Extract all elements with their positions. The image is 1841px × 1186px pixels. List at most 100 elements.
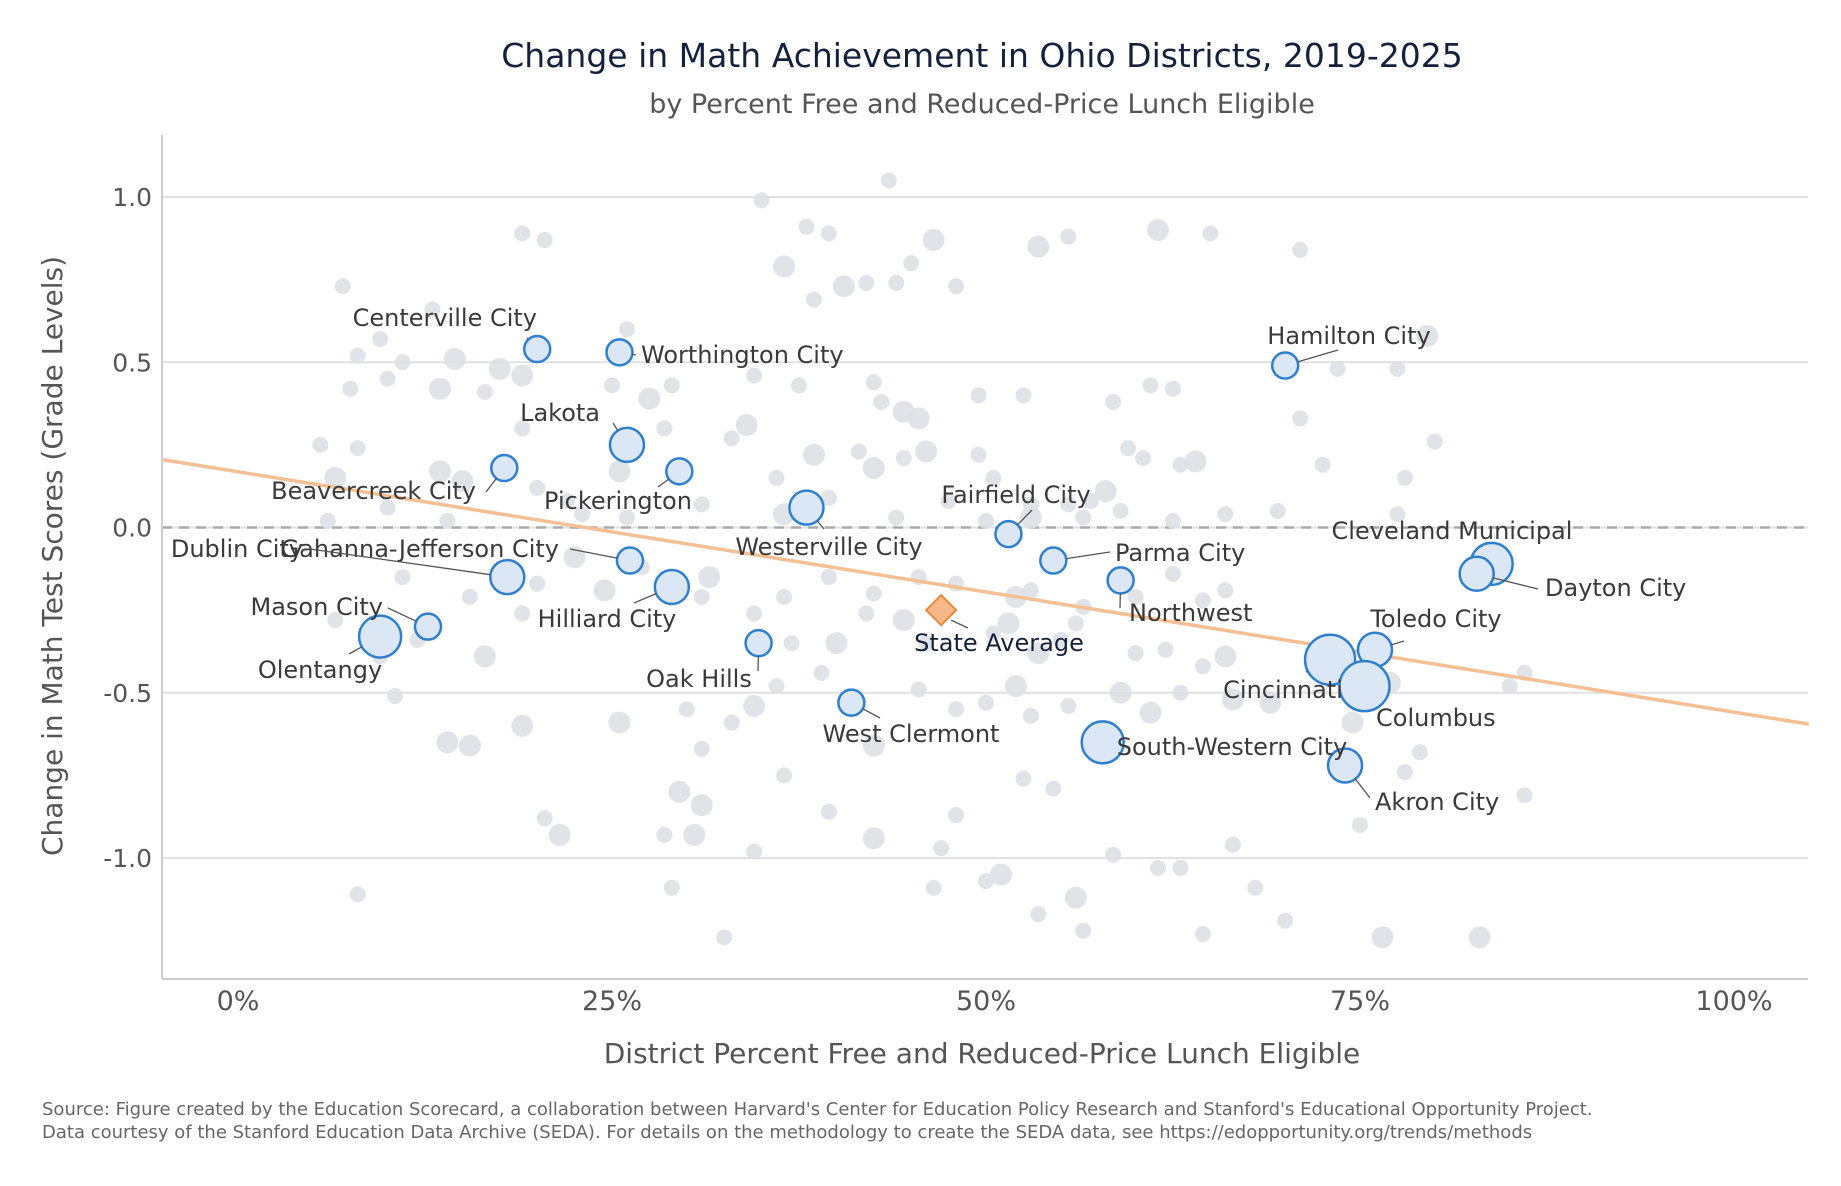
y-tick-label: 1.0 xyxy=(112,183,152,212)
district-point xyxy=(724,714,740,730)
district-point xyxy=(1225,837,1241,853)
district-point xyxy=(549,824,571,846)
district-point xyxy=(1214,645,1236,667)
district-label: Olentangy xyxy=(258,656,382,684)
y-tick-label: 0.5 xyxy=(112,348,152,377)
district-point xyxy=(1060,229,1076,245)
district-point xyxy=(1045,781,1061,797)
district-point xyxy=(1005,675,1027,697)
district-point xyxy=(948,701,964,717)
district-point xyxy=(866,374,882,390)
highlighted-district-point xyxy=(490,560,524,594)
district-point xyxy=(888,275,904,291)
district-point xyxy=(736,414,758,436)
district-point xyxy=(1469,926,1491,948)
district-point xyxy=(1172,685,1188,701)
district-point xyxy=(1110,682,1132,704)
leader-line xyxy=(1066,552,1110,559)
district-point xyxy=(1030,906,1046,922)
district-point xyxy=(911,681,927,697)
district-label: Dayton City xyxy=(1545,574,1686,602)
district-point xyxy=(851,443,867,459)
leader-line xyxy=(658,479,669,487)
highlighted-district-point xyxy=(491,455,517,481)
district-point xyxy=(511,715,533,737)
district-point xyxy=(769,470,785,486)
district-label: South-Western City xyxy=(1117,733,1348,761)
district-point xyxy=(594,579,616,601)
district-point xyxy=(978,513,994,529)
district-point xyxy=(1352,817,1368,833)
district-point xyxy=(350,348,366,364)
district-point xyxy=(694,589,710,605)
district-point xyxy=(1270,503,1286,519)
district-point xyxy=(866,586,882,602)
district-label: Mason City xyxy=(251,593,383,621)
highlighted-district-point xyxy=(789,491,823,525)
district-point xyxy=(1075,510,1091,526)
district-point xyxy=(1113,503,1129,519)
district-point xyxy=(335,278,351,294)
district-point xyxy=(511,364,533,386)
district-point xyxy=(1195,658,1211,674)
district-point xyxy=(926,880,942,896)
highlighted-district-point xyxy=(666,458,692,484)
district-point xyxy=(679,701,695,717)
district-point xyxy=(664,377,680,393)
district-point xyxy=(948,807,964,823)
highlighted-district-point xyxy=(606,339,632,365)
district-point xyxy=(1023,582,1039,598)
leader-line xyxy=(349,647,362,654)
district-point xyxy=(1023,708,1039,724)
district-point xyxy=(537,810,553,826)
district-point xyxy=(908,407,930,429)
district-point xyxy=(342,381,358,397)
district-point xyxy=(821,225,837,241)
district-point xyxy=(881,172,897,188)
district-point xyxy=(1150,860,1166,876)
district-label: Gahanna-Jefferson City xyxy=(281,535,559,563)
district-point xyxy=(604,377,620,393)
district-point xyxy=(821,804,837,820)
district-point xyxy=(716,929,732,945)
district-point xyxy=(1502,678,1518,694)
district-point xyxy=(933,840,949,856)
district-point xyxy=(893,609,915,631)
district-point xyxy=(1389,361,1405,377)
district-point xyxy=(784,635,800,651)
district-label: Columbus xyxy=(1376,704,1496,732)
district-point xyxy=(798,219,814,235)
district-point xyxy=(444,348,466,370)
district-point xyxy=(656,827,672,843)
district-point xyxy=(863,457,885,479)
highlighted-district-point xyxy=(838,690,864,716)
chart-subtitle: by Percent Free and Reduced-Price Lunch … xyxy=(649,89,1315,120)
leader-line xyxy=(486,478,496,492)
leader-line xyxy=(613,423,618,431)
x-tick-label: 0% xyxy=(217,986,260,1017)
district-point xyxy=(776,767,792,783)
source-note: Source: Figure created by the Education … xyxy=(42,1099,1593,1120)
district-label: Pickerington xyxy=(544,487,692,515)
district-label: Northwest xyxy=(1129,599,1252,627)
district-point xyxy=(1315,457,1331,473)
leader-line xyxy=(863,709,880,718)
leader-line xyxy=(1298,350,1338,362)
district-point xyxy=(896,450,912,466)
district-point xyxy=(656,420,672,436)
district-label: Parma City xyxy=(1115,539,1245,567)
district-point xyxy=(873,394,889,410)
district-point xyxy=(312,437,328,453)
district-point xyxy=(1147,219,1169,241)
district-point xyxy=(638,388,660,410)
district-point xyxy=(474,645,496,667)
district-label: Hilliard City xyxy=(538,605,677,633)
district-point xyxy=(619,321,635,337)
district-point xyxy=(1397,764,1413,780)
district-point xyxy=(1015,771,1031,787)
district-point xyxy=(1140,702,1162,724)
district-point xyxy=(773,255,795,277)
district-point xyxy=(459,735,481,757)
district-point xyxy=(395,569,411,585)
